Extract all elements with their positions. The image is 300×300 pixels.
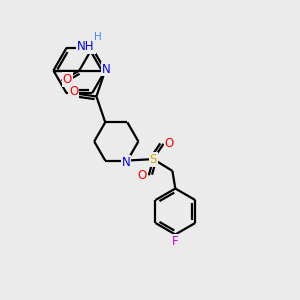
Text: O: O	[63, 73, 72, 86]
Text: N: N	[122, 155, 130, 169]
Text: O: O	[138, 169, 147, 182]
Text: O: O	[69, 85, 78, 98]
Text: H: H	[94, 32, 101, 42]
Text: S: S	[150, 153, 157, 166]
Text: NH: NH	[77, 40, 94, 53]
Text: O: O	[165, 137, 174, 150]
Text: N: N	[102, 62, 111, 76]
Text: F: F	[172, 235, 178, 248]
